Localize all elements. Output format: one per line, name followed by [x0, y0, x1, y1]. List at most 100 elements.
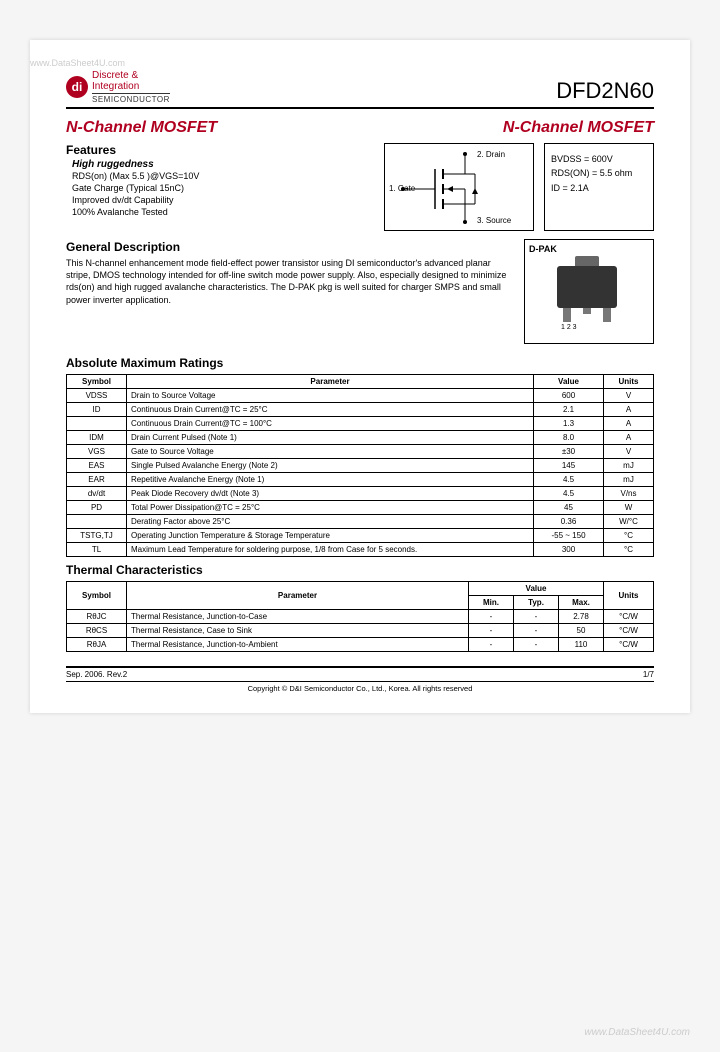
table-header-row: Symbol Parameter Value Units [67, 582, 654, 596]
cell-units: A [604, 403, 654, 417]
cell-typ: - [514, 624, 559, 638]
cell-value: 4.5 [534, 487, 604, 501]
cell-units: mJ [604, 473, 654, 487]
cell-value: 145 [534, 459, 604, 473]
package-label: D-PAK [529, 244, 649, 254]
cell-units: V [604, 389, 654, 403]
table-row: PD Total Power Dissipation@TC = 25°C 45 … [67, 501, 654, 515]
table-row: VDSS Drain to Source Voltage 600 V [67, 389, 654, 403]
cell-symbol: EAS [67, 459, 127, 473]
cell-symbol: RθJC [67, 610, 127, 624]
cell-typ: - [514, 610, 559, 624]
top-grid: Features High ruggedness RDS(on) (Max 5.… [66, 143, 654, 231]
footer-date: Sep. 2006. Rev.2 [66, 670, 127, 679]
cell-param: Single Pulsed Avalanche Energy (Note 2) [127, 459, 534, 473]
abs-max-heading: Absolute Maximum Ratings [66, 356, 654, 370]
key-specs-box: BVDSS = 600V RDS(ON) = 5.5 ohm ID = 2.1A [544, 143, 654, 231]
features-heading: Features [66, 143, 374, 157]
thermal-tbody: RθJC Thermal Resistance, Junction-to-Cas… [67, 610, 654, 652]
general-description: General Description This N-channel enhan… [66, 239, 514, 344]
datasheet-page: di Discrete & Integration SEMICONDUCTOR … [30, 40, 690, 713]
cell-symbol: RθJA [67, 638, 127, 652]
cell-param: Maximum Lead Temperature for soldering p… [127, 543, 534, 557]
col-units: Units [604, 375, 654, 389]
spec-rdson: RDS(ON) = 5.5 ohm [551, 166, 647, 180]
watermark-top: www.DataSheet4U.com [30, 58, 125, 68]
table-row: RθJC Thermal Resistance, Junction-to-Cas… [67, 610, 654, 624]
table-row: EAR Repetitive Avalanche Energy (Note 1)… [67, 473, 654, 487]
table-row: Derating Factor above 25°C 0.36 W/°C [67, 515, 654, 529]
table-row: dv/dt Peak Diode Recovery dv/dt (Note 3)… [67, 487, 654, 501]
cell-value: 2.1 [534, 403, 604, 417]
cell-value: 0.36 [534, 515, 604, 529]
package-pin-icon [583, 308, 591, 314]
gd-heading: General Description [66, 239, 514, 255]
copyright: Copyright © D&I Semiconductor Co., Ltd.,… [66, 681, 654, 693]
col-max: Max. [559, 596, 604, 610]
cell-min: - [469, 624, 514, 638]
table-row: TL Maximum Lead Temperature for solderin… [67, 543, 654, 557]
cell-typ: - [514, 638, 559, 652]
cell-units: V/ns [604, 487, 654, 501]
part-number: DFD2N60 [556, 78, 654, 104]
table-row: TSTG,TJ Operating Junction Temperature &… [67, 529, 654, 543]
cell-max: 50 [559, 624, 604, 638]
col-value: Value [469, 582, 604, 596]
gd-body: This N-channel enhancement mode field-ef… [66, 257, 514, 306]
title-left: N-Channel MOSFET [66, 119, 217, 137]
drain-label: 2. Drain [477, 150, 505, 159]
cell-value: 300 [534, 543, 604, 557]
cell-symbol: TSTG,TJ [67, 529, 127, 543]
table-row: ID Continuous Drain Current@TC = 25°C 2.… [67, 403, 654, 417]
cell-max: 2.78 [559, 610, 604, 624]
footer: Sep. 2006. Rev.2 1/7 [66, 666, 654, 679]
cell-units: A [604, 417, 654, 431]
cell-value: 8.0 [534, 431, 604, 445]
schematic-diagram: 2. Drain 1. Gate 3. Source [384, 143, 534, 231]
col-value: Value [534, 375, 604, 389]
table-row: RθCS Thermal Resistance, Case to Sink - … [67, 624, 654, 638]
cell-symbol: VDSS [67, 389, 127, 403]
spec-bvdss: BVDSS = 600V [551, 152, 647, 166]
table-row: VGS Gate to Source Voltage ±30 V [67, 445, 654, 459]
general-description-row: General Description This N-channel enhan… [66, 239, 654, 344]
cell-min: - [469, 610, 514, 624]
cell-min: - [469, 638, 514, 652]
cell-units: °C/W [604, 610, 654, 624]
abs-max-table: Symbol Parameter Value Units VDSS Drain … [66, 374, 654, 557]
cell-param: Peak Diode Recovery dv/dt (Note 3) [127, 487, 534, 501]
features-block: Features High ruggedness RDS(on) (Max 5.… [66, 143, 374, 231]
feature-item: Gate Charge (Typical 15nC) [72, 182, 374, 194]
logo-line1: Discrete & [92, 70, 170, 81]
col-parameter: Parameter [127, 582, 469, 610]
table-header-row: Symbol Parameter Value Units [67, 375, 654, 389]
feature-item: Improved dv/dt Capability [72, 194, 374, 206]
cell-param: Drain Current Pulsed (Note 1) [127, 431, 534, 445]
col-symbol: Symbol [67, 582, 127, 610]
cell-symbol: dv/dt [67, 487, 127, 501]
cell-units: mJ [604, 459, 654, 473]
logo-mark-icon: di [66, 76, 88, 98]
gate-label: 1. Gate [389, 184, 415, 193]
cell-param: Repetitive Avalanche Energy (Note 1) [127, 473, 534, 487]
col-typ: Typ. [514, 596, 559, 610]
cell-value: 45 [534, 501, 604, 515]
spec-id: ID = 2.1A [551, 181, 647, 195]
cell-param: Drain to Source Voltage [127, 389, 534, 403]
table-row: IDM Drain Current Pulsed (Note 1) 8.0 A [67, 431, 654, 445]
company-logo: di Discrete & Integration SEMICONDUCTOR [66, 70, 170, 104]
cell-param: Continuous Drain Current@TC = 100°C [127, 417, 534, 431]
cell-symbol: PD [67, 501, 127, 515]
cell-units: °C [604, 543, 654, 557]
cell-max: 110 [559, 638, 604, 652]
header: di Discrete & Integration SEMICONDUCTOR … [66, 70, 654, 109]
cell-symbol: ID [67, 403, 127, 417]
cell-param: Thermal Resistance, Case to Sink [127, 624, 469, 638]
cell-value: 600 [534, 389, 604, 403]
cell-symbol: EAR [67, 473, 127, 487]
package-pins-label: 1 2 3 [561, 324, 577, 331]
cell-param: Thermal Resistance, Junction-to-Ambient [127, 638, 469, 652]
package-pin-icon [603, 308, 611, 322]
table-row: Continuous Drain Current@TC = 100°C 1.3 … [67, 417, 654, 431]
thermal-heading: Thermal Characteristics [66, 563, 654, 577]
